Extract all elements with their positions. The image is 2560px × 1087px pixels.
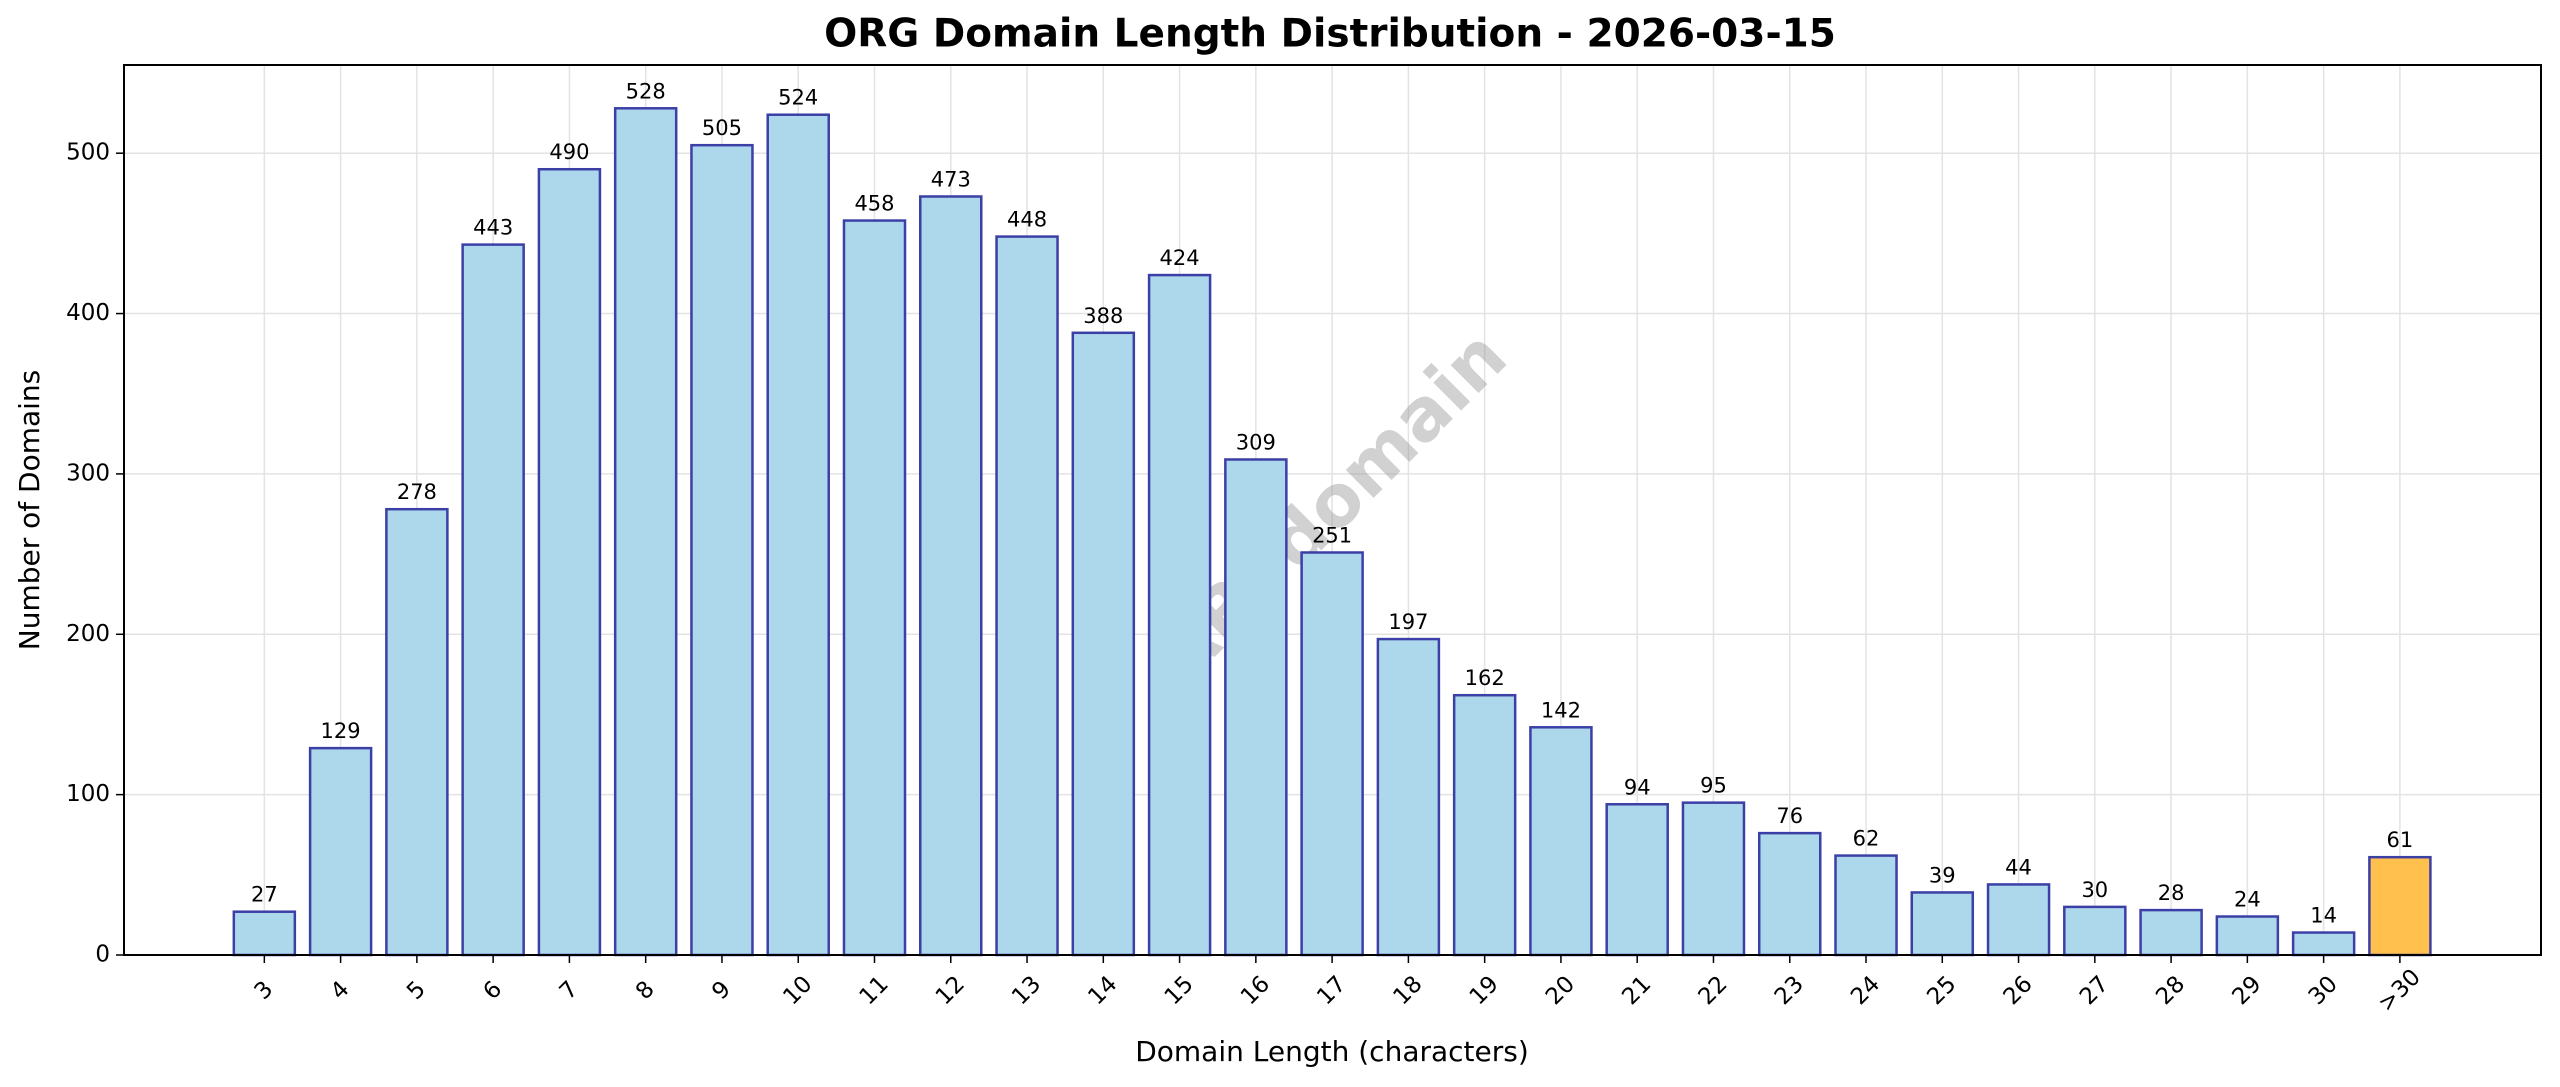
bar — [690, 143, 754, 957]
bar — [1376, 637, 1441, 957]
value-label: 424 — [1160, 246, 1200, 270]
bar — [1071, 331, 1136, 957]
y-tick-label: 300 — [66, 460, 110, 486]
bar — [919, 195, 983, 957]
value-label: 505 — [702, 116, 742, 140]
bar — [232, 910, 297, 957]
value-label: 30 — [2081, 878, 2108, 902]
bar — [1300, 551, 1364, 957]
x-tick-label: 17 — [1312, 971, 1351, 1010]
value-label: 162 — [1465, 666, 1505, 690]
y-tick-label: 500 — [66, 140, 110, 166]
value-label: 61 — [2387, 828, 2414, 852]
value-label: 28 — [2158, 881, 2185, 905]
bar — [2291, 931, 2356, 957]
value-label: 129 — [321, 719, 361, 743]
bar — [308, 746, 373, 957]
x-tick-label: 22 — [1694, 971, 1733, 1010]
x-tick-label: >30 — [2373, 964, 2426, 1017]
y-tick-label: 0 — [95, 942, 110, 968]
bar — [1986, 883, 2051, 957]
value-label: 443 — [473, 216, 513, 240]
value-label: 62 — [1853, 827, 1880, 851]
x-tick-label: 8 — [631, 976, 660, 1005]
y-tick-label: 200 — [66, 621, 110, 647]
bar — [2139, 908, 2203, 957]
x-tick-label: 23 — [1770, 971, 1809, 1010]
value-label: 490 — [549, 140, 589, 164]
value-label: 251 — [1312, 523, 1352, 547]
x-tick-label: 16 — [1236, 971, 1275, 1010]
x-tick-label: 3 — [250, 976, 279, 1005]
x-tick-label: 20 — [1541, 971, 1580, 1010]
y-tick-label: 100 — [66, 781, 110, 807]
bar — [2215, 915, 2280, 957]
x-tick-label: 18 — [1388, 971, 1427, 1010]
value-label: 473 — [931, 167, 971, 191]
bar — [842, 219, 907, 957]
bar — [385, 507, 449, 957]
value-label: 44 — [2005, 855, 2032, 879]
x-tick-label: 13 — [1007, 971, 1046, 1010]
x-tick-label: 19 — [1465, 971, 1504, 1010]
value-label: 94 — [1624, 775, 1651, 799]
bar — [995, 235, 1059, 957]
bar — [613, 107, 678, 957]
bar — [461, 243, 525, 957]
value-label: 27 — [251, 883, 278, 907]
bar — [1681, 801, 1746, 957]
x-tick-label: 30 — [2304, 971, 2343, 1010]
bar — [1910, 891, 1975, 957]
chart-title: ORG Domain Length Distribution - 2026-03… — [824, 12, 1836, 57]
x-tick-label: 28 — [2151, 971, 2190, 1010]
x-tick-label: 12 — [931, 971, 970, 1010]
value-label: 458 — [854, 192, 894, 216]
bar — [1605, 803, 1669, 957]
x-tick-label: 14 — [1083, 971, 1122, 1010]
bar — [537, 167, 602, 957]
bar — [2368, 855, 2432, 957]
x-tick-label: 25 — [1922, 971, 1961, 1010]
x-tick-label: 15 — [1160, 971, 1199, 1010]
bar — [766, 113, 830, 957]
x-tick-label: 27 — [2075, 971, 2114, 1010]
value-label: 142 — [1541, 698, 1581, 722]
value-label: 448 — [1007, 208, 1047, 232]
value-label: 524 — [778, 86, 818, 110]
x-tick-label: 26 — [1999, 971, 2038, 1010]
bar — [1452, 693, 1517, 957]
value-label: 39 — [1929, 863, 1956, 887]
x-tick-label: 6 — [478, 976, 507, 1005]
value-label: 388 — [1083, 304, 1123, 328]
bar — [1529, 726, 1593, 957]
value-label: 14 — [2310, 904, 2337, 928]
x-tick-label: 24 — [1846, 971, 1885, 1010]
value-label: 76 — [1776, 804, 1803, 828]
value-label: 278 — [397, 480, 437, 504]
value-label: 95 — [1700, 774, 1727, 798]
x-tick-label: 29 — [2227, 971, 2266, 1010]
x-tick-label: 9 — [707, 976, 736, 1005]
x-tick-label: 7 — [555, 976, 584, 1005]
y-axis-label: Number of Domains — [13, 370, 46, 651]
x-tick-label: 11 — [855, 971, 894, 1010]
x-tick-label: 21 — [1617, 971, 1656, 1010]
x-tick-label: 10 — [778, 971, 817, 1010]
bar — [1224, 458, 1288, 957]
x-tick-label: 5 — [402, 976, 431, 1005]
x-tick-label: 4 — [326, 976, 355, 1005]
y-tick-label: 400 — [66, 300, 110, 326]
plot-frame — [123, 64, 2542, 956]
bar — [2063, 905, 2127, 957]
value-label: 24 — [2234, 888, 2261, 912]
bar — [1757, 831, 1822, 957]
bar — [1834, 854, 1898, 957]
value-label: 309 — [1236, 430, 1276, 454]
x-axis-label: Domain Length (characters) — [1135, 1035, 1529, 1068]
bar — [1147, 273, 1212, 957]
value-label: 528 — [626, 79, 666, 103]
value-label: 197 — [1388, 610, 1428, 634]
